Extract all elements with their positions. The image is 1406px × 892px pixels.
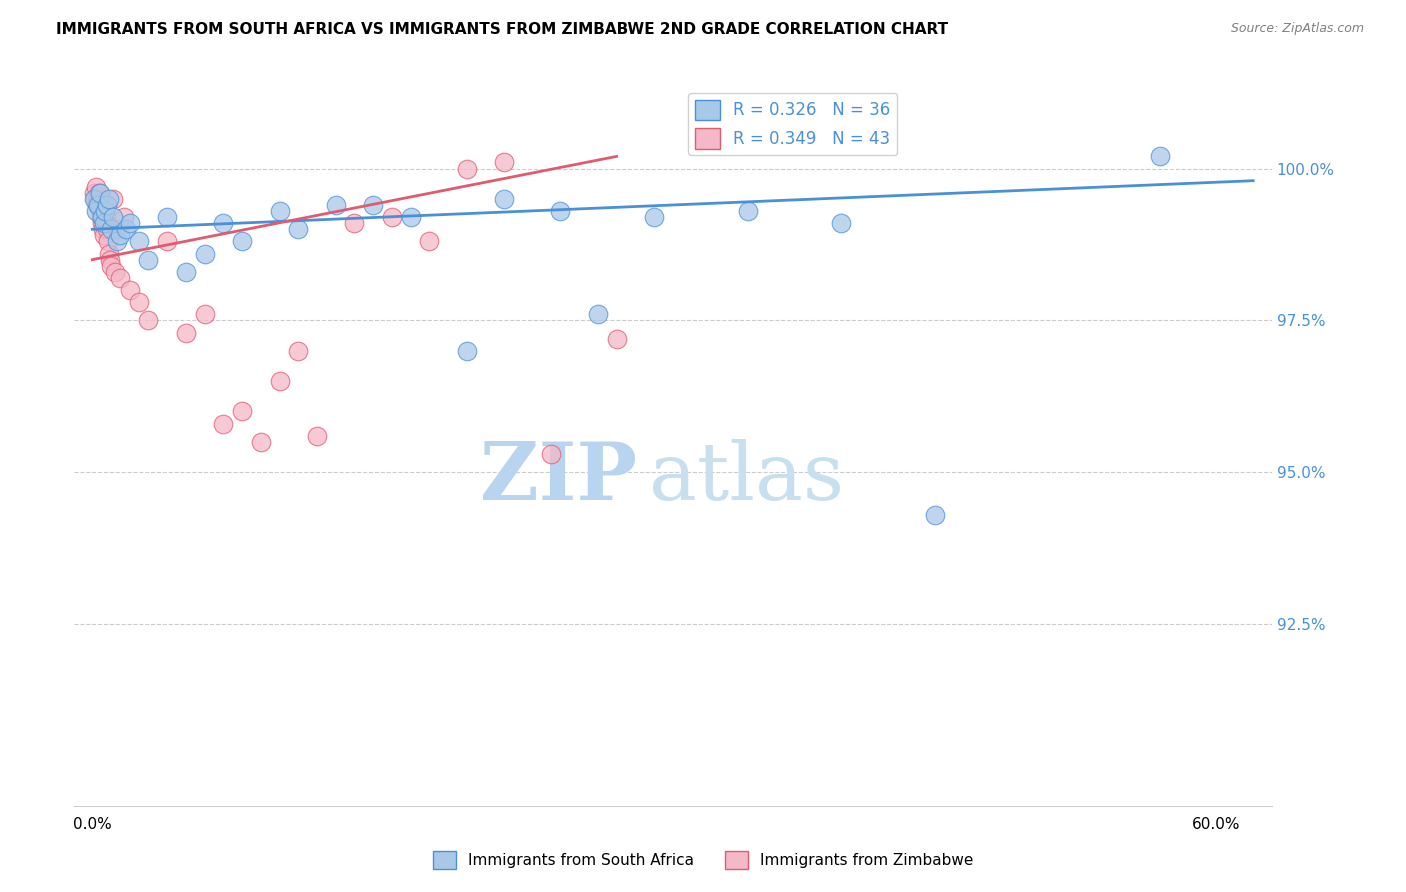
Point <box>89 204 111 219</box>
Point <box>540 447 562 461</box>
Text: ZIP: ZIP <box>479 439 637 517</box>
Point <box>830 216 852 230</box>
Point <box>250 434 273 449</box>
Point <box>156 210 179 224</box>
Point <box>456 161 478 176</box>
Point <box>305 429 328 443</box>
Point <box>174 326 197 340</box>
Point <box>94 204 117 219</box>
Point <box>93 228 115 243</box>
Point <box>128 295 150 310</box>
Point <box>87 192 110 206</box>
Point <box>156 235 179 249</box>
Point <box>128 235 150 249</box>
Point <box>98 246 121 260</box>
Point <box>90 210 112 224</box>
Point <box>494 192 516 206</box>
Point <box>90 216 112 230</box>
Point <box>93 198 115 212</box>
Point <box>269 374 291 388</box>
Point <box>118 283 141 297</box>
Point <box>737 204 759 219</box>
Point <box>98 192 121 206</box>
Text: Source: ZipAtlas.com: Source: ZipAtlas.com <box>1230 22 1364 36</box>
Point <box>87 198 110 212</box>
Point <box>325 198 347 212</box>
Point <box>494 155 516 169</box>
Point <box>586 307 609 321</box>
Point <box>101 210 124 224</box>
Point <box>105 235 128 249</box>
Point <box>91 222 114 236</box>
Point <box>269 204 291 219</box>
Point <box>86 198 108 212</box>
Point <box>138 313 160 327</box>
Point <box>97 235 120 249</box>
Legend: R = 0.326   N = 36, R = 0.349   N = 43: R = 0.326 N = 36, R = 0.349 N = 43 <box>688 93 897 155</box>
Point <box>231 404 253 418</box>
Legend: Immigrants from South Africa, Immigrants from Zimbabwe: Immigrants from South Africa, Immigrants… <box>427 845 979 875</box>
Point <box>924 508 946 522</box>
Point <box>83 192 105 206</box>
Point <box>96 216 118 230</box>
Point <box>399 210 422 224</box>
Point <box>100 222 122 236</box>
Point <box>84 179 107 194</box>
Point <box>84 204 107 219</box>
Point <box>174 265 197 279</box>
Text: atlas: atlas <box>648 439 844 517</box>
Point <box>94 204 117 219</box>
Point <box>112 210 135 224</box>
Point <box>212 216 235 230</box>
Point <box>96 198 118 212</box>
Point <box>87 186 110 200</box>
Point <box>643 210 665 224</box>
Point <box>287 222 309 236</box>
Point <box>115 222 138 236</box>
Text: IMMIGRANTS FROM SOUTH AFRICA VS IMMIGRANTS FROM ZIMBABWE 2ND GRADE CORRELATION C: IMMIGRANTS FROM SOUTH AFRICA VS IMMIGRAN… <box>56 22 949 37</box>
Point <box>110 228 132 243</box>
Point <box>93 216 115 230</box>
Point <box>84 192 107 206</box>
Point <box>89 186 111 200</box>
Point <box>212 417 235 431</box>
Point <box>456 343 478 358</box>
Point <box>83 186 105 200</box>
Point <box>361 198 384 212</box>
Point <box>118 216 141 230</box>
Point <box>100 259 122 273</box>
Point <box>418 235 440 249</box>
Point <box>1149 149 1171 163</box>
Point <box>194 246 217 260</box>
Point <box>550 204 572 219</box>
Point <box>287 343 309 358</box>
Point <box>343 216 366 230</box>
Point <box>110 271 132 285</box>
Point <box>194 307 217 321</box>
Point <box>104 265 127 279</box>
Point <box>96 222 118 236</box>
Point <box>231 235 253 249</box>
Point <box>138 252 160 267</box>
Point <box>90 210 112 224</box>
Point <box>606 332 628 346</box>
Point <box>381 210 404 224</box>
Point <box>101 192 124 206</box>
Point <box>98 252 121 267</box>
Point <box>105 222 128 236</box>
